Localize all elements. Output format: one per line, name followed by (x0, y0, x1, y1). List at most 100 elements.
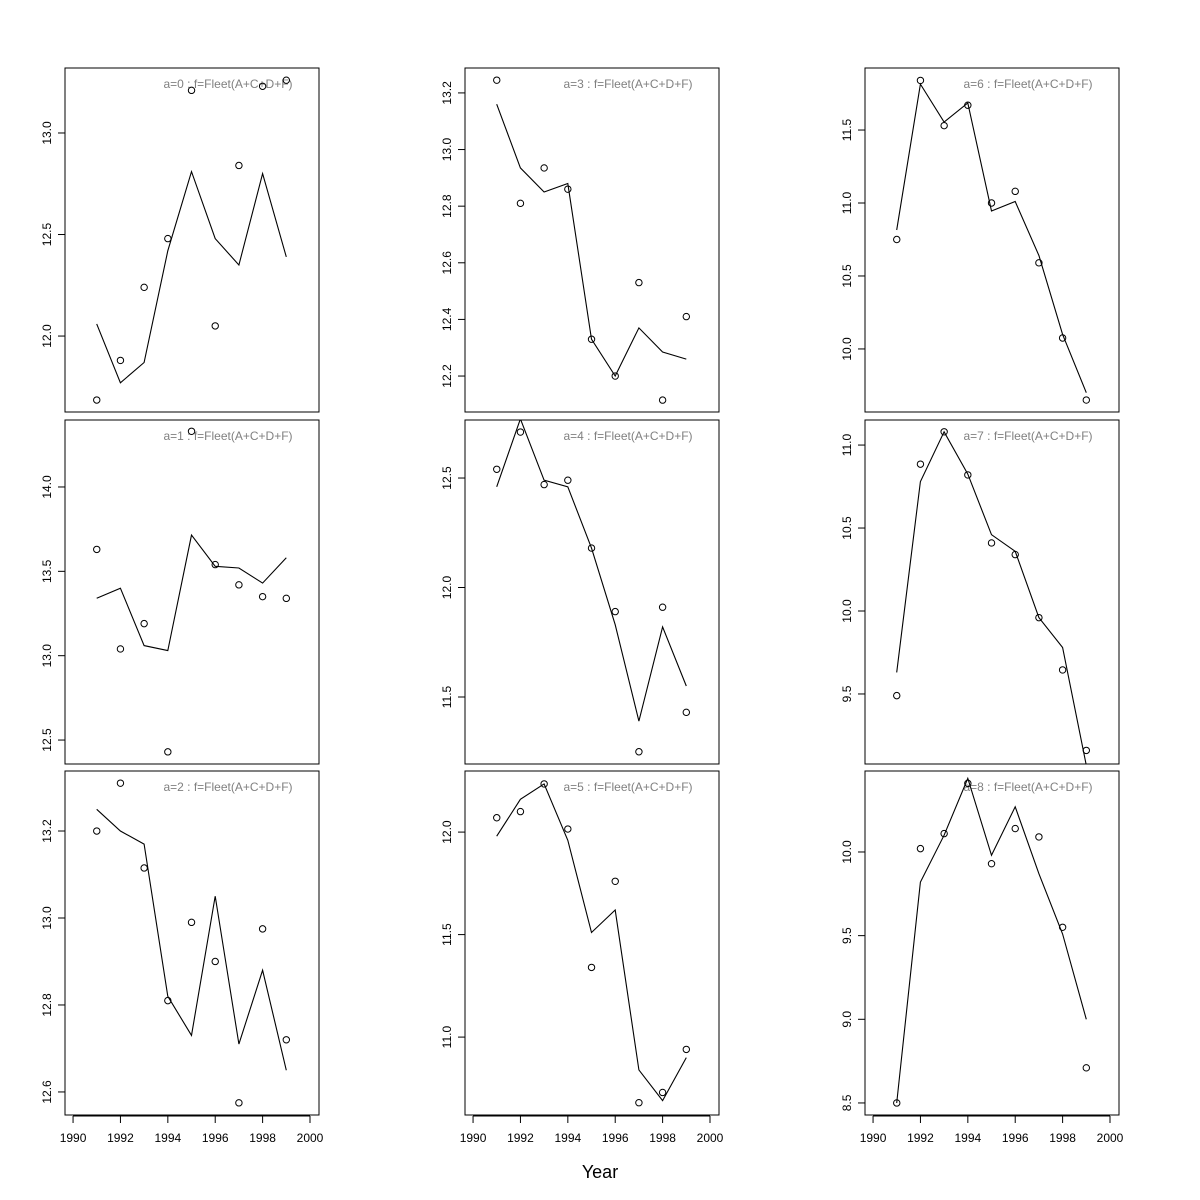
observed-point (235, 1099, 243, 1107)
plot-area (93, 427, 291, 756)
y-tick-label: 10.5 (840, 516, 854, 540)
plot-area (93, 76, 291, 404)
panel-title: a=7 : f=Fleet(A+C+D+F) (963, 429, 1092, 443)
plot-area (893, 428, 1091, 764)
y-tick-label: 13.2 (40, 819, 54, 843)
observed-point (258, 592, 267, 601)
y-tick-label: 12.6 (440, 251, 454, 275)
x-tick-label: 1998 (649, 1131, 676, 1145)
observed-point (187, 918, 196, 927)
observed-point (516, 199, 525, 208)
y-tick-label: 13.0 (40, 644, 54, 668)
y-tick-label: 12.0 (40, 324, 54, 348)
y-tick-label: 13.2 (440, 81, 454, 105)
y-tick-label: 8.5 (840, 1094, 854, 1111)
panel-6: a=2 : f=Fleet(A+C+D+F) 12.6 12.8 13.0 13.2 19… (40, 770, 324, 1145)
panel-3: a=1 : f=Fleet(A+C+D+F) 12.5 13.0 13.5 14.0 (40, 419, 320, 765)
y-tick-label: 11.0 (440, 1026, 454, 1049)
observed-point (235, 161, 243, 170)
x-tick-label: 1996 (602, 1131, 629, 1145)
y-tick-label: 11.0 (840, 191, 854, 214)
observed-point (1035, 613, 1043, 622)
panel-title: a=1 : f=Fleet(A+C+D+F) (163, 429, 292, 443)
observed-point (211, 560, 219, 569)
observed-point (164, 234, 172, 243)
x-tick-label: 1990 (860, 1131, 887, 1145)
y-tick-label: 10.0 (840, 599, 854, 623)
observed-point (964, 471, 972, 479)
observed-point (187, 86, 196, 95)
y-tick-label: 12.8 (440, 194, 454, 218)
observed-point (282, 594, 291, 603)
y-tick-label: 14.0 (40, 475, 54, 499)
observed-point (893, 691, 901, 700)
observed-point (93, 396, 101, 404)
observed-point (916, 460, 925, 468)
observed-point (658, 1088, 667, 1097)
observed-point (258, 82, 267, 90)
observed-point (635, 278, 643, 287)
observed-point (140, 619, 148, 628)
observed-point (940, 121, 948, 130)
x-tick-label: 1996 (1002, 1131, 1029, 1145)
observed-point (987, 539, 996, 547)
observed-point (516, 807, 525, 816)
observed-point (1082, 396, 1091, 404)
x-tick-label: 2000 (1097, 1131, 1124, 1145)
observed-point (1082, 746, 1091, 755)
observed-point (493, 76, 501, 84)
observed-point (164, 996, 172, 1005)
x-tick-label: 1992 (507, 1131, 534, 1145)
y-tick-label: 10.0 (840, 337, 854, 361)
fitted-line (96, 533, 287, 652)
x-tick-label: 1992 (907, 1131, 934, 1145)
panel-frame (464, 419, 720, 765)
observed-point (493, 814, 501, 822)
observed-point (1011, 824, 1019, 833)
observed-point (940, 428, 948, 436)
x-tick-label: 1998 (1049, 1131, 1076, 1145)
fitted-line (896, 430, 1087, 764)
panel-frame (64, 419, 320, 765)
observed-point (964, 101, 972, 109)
plot-area (493, 76, 691, 404)
x-tick-label: 2000 (297, 1131, 324, 1145)
fitted-line (896, 776, 1087, 1104)
panel-1: a=3 : f=Fleet(A+C+D+F) 12.2 12.4 12.6 12.8 13… (440, 67, 720, 413)
panel-frame (864, 770, 1120, 1116)
panel-title: a=2 : f=Fleet(A+C+D+F) (163, 780, 292, 794)
observed-point (540, 480, 548, 489)
observed-point (1058, 666, 1067, 674)
y-tick-label: 12.6 (40, 1080, 54, 1104)
observed-point (564, 476, 572, 484)
panel-title: a=0 : f=Fleet(A+C+D+F) (163, 77, 292, 91)
fitted-line (96, 169, 287, 384)
observed-point (540, 164, 548, 172)
y-tick-label: 13.0 (40, 906, 54, 930)
x-tick-label: 1998 (249, 1131, 276, 1145)
observed-point (658, 396, 667, 404)
observed-point (682, 708, 691, 717)
observed-point (187, 427, 196, 436)
observed-point (516, 428, 525, 436)
observed-point (211, 322, 219, 330)
observed-point (164, 748, 172, 756)
fitted-line (96, 808, 287, 1071)
y-tick-label: 10.0 (840, 840, 854, 864)
fitted-line (496, 104, 687, 378)
observed-point (893, 1099, 901, 1107)
observed-point (611, 372, 619, 380)
observed-point (282, 76, 291, 84)
observed-point (658, 603, 667, 611)
plot-area (893, 776, 1091, 1107)
observed-point (93, 545, 101, 554)
panel-8: a=8 : f=Fleet(A+C+D+F) 8.5 9.0 9.5 10.0 1990 1… (840, 770, 1124, 1145)
panel-2: a=6 : f=Fleet(A+C+D+F) 10.0 10.5 11.0 11.5 (840, 67, 1120, 413)
panel-frame (64, 67, 320, 413)
observed-point (211, 957, 219, 966)
y-tick-label: 12.2 (440, 364, 454, 388)
observed-point (93, 827, 101, 835)
panel-title: a=6 : f=Fleet(A+C+D+F) (963, 77, 1092, 91)
plot-area (493, 780, 691, 1107)
